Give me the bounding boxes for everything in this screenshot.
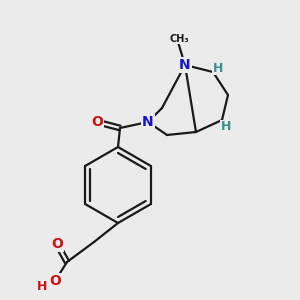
Text: O: O [91, 115, 103, 129]
Text: H: H [221, 121, 231, 134]
Text: H: H [213, 61, 223, 74]
Text: O: O [51, 237, 63, 251]
Text: N: N [179, 58, 191, 72]
Text: O: O [49, 274, 61, 288]
Text: CH₃: CH₃ [169, 34, 189, 44]
Text: H: H [37, 280, 47, 293]
Text: N: N [142, 115, 154, 129]
